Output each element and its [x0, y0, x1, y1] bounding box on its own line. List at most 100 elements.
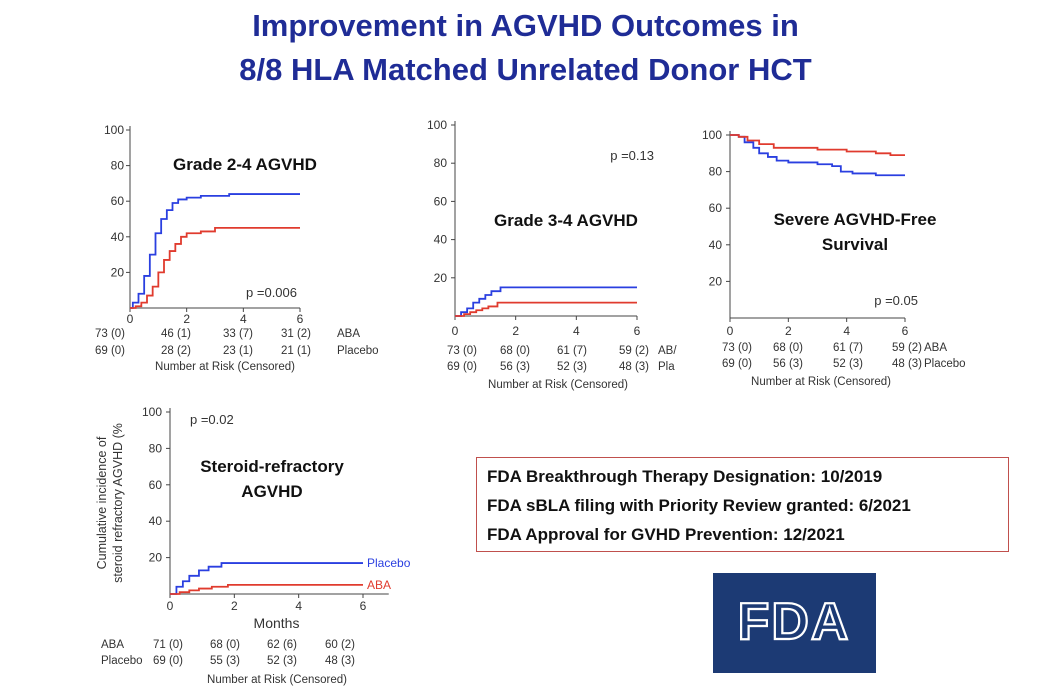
- y-tick-label: 80: [709, 165, 723, 179]
- fda-milestone-2: FDA sBLA filing with Priority Review gra…: [487, 496, 911, 515]
- risk-row-label: ABA: [101, 639, 124, 651]
- y-tick-label: 20: [434, 271, 448, 285]
- risk-cell: 61 (7): [833, 342, 863, 354]
- chart-title: Grade 2-4 AGVHD: [173, 155, 317, 174]
- p-value: p =0.05: [874, 293, 918, 308]
- y-axis-title: Cumulative incidence of: [95, 436, 109, 569]
- y-tick-label: 40: [111, 230, 125, 244]
- series-line-blue: [455, 286, 637, 317]
- risk-row-label: ABA: [337, 328, 360, 340]
- risk-cell: 28 (2): [161, 345, 191, 357]
- y-tick-label: 100: [104, 123, 124, 137]
- risk-cell: 59 (2): [619, 345, 649, 357]
- y-tick-label: 20: [111, 265, 125, 279]
- y-tick-label: 40: [149, 514, 163, 528]
- y-tick-label: 100: [427, 118, 447, 132]
- series-line-placebo: [170, 562, 363, 595]
- x-tick-label: 0: [452, 324, 459, 338]
- risk-cell: 73 (0): [447, 345, 477, 357]
- x-tick-label: 4: [573, 324, 580, 338]
- risk-cell: 69 (0): [447, 361, 477, 373]
- y-tick-label: 100: [142, 405, 162, 419]
- x-tick-label: 6: [297, 312, 304, 326]
- risk-cell: 52 (3): [267, 655, 297, 667]
- risk-cell: 69 (0): [95, 345, 125, 357]
- risk-cell: 71 (0): [153, 639, 183, 651]
- risk-cell: 73 (0): [722, 342, 752, 354]
- risk-row-label: Placebo: [101, 655, 143, 667]
- risk-table-title: Number at Risk (Censored): [207, 674, 347, 686]
- page-title-line-1: Improvement in AGVHD Outcomes in: [252, 8, 799, 43]
- risk-row-label: Placebo: [337, 345, 379, 357]
- risk-row-label: Placebo: [924, 358, 966, 370]
- risk-cell: 56 (3): [500, 361, 530, 373]
- risk-cell: 69 (0): [722, 358, 752, 370]
- series-line-aba: [170, 584, 363, 595]
- chart-title: Survival: [822, 235, 888, 254]
- fda-milestones-box: FDA Breakthrough Therapy Designation: 10…: [476, 457, 1009, 552]
- y-tick-label: 60: [111, 194, 125, 208]
- risk-cell: 48 (3): [619, 361, 649, 373]
- y-tick-label: 60: [709, 201, 723, 215]
- risk-cell: 69 (0): [153, 655, 183, 667]
- fda-milestone-3: FDA Approval for GVHD Prevention: 12/202…: [487, 525, 845, 544]
- risk-cell: 55 (3): [210, 655, 240, 667]
- x-tick-label: 6: [360, 599, 367, 613]
- fda-logo: FDA: [713, 573, 876, 673]
- x-tick-label: 4: [295, 599, 302, 613]
- y-tick-label: 100: [702, 128, 722, 142]
- y-tick-label: 80: [149, 441, 163, 455]
- y-tick-label: 20: [149, 551, 163, 565]
- x-tick-label: 0: [127, 312, 134, 326]
- x-tick-label: 4: [843, 324, 850, 338]
- fda-milestone-1: FDA Breakthrough Therapy Designation: 10…: [487, 467, 883, 486]
- x-tick-label: 2: [785, 324, 792, 338]
- risk-table-title: Number at Risk (Censored): [751, 376, 891, 388]
- risk-cell: 31 (2): [281, 328, 311, 340]
- risk-cell: 23 (1): [223, 345, 253, 357]
- page-title-line-2: 8/8 HLA Matched Unrelated Donor HCT: [239, 52, 812, 87]
- series-line-red: [130, 227, 300, 309]
- risk-cell: 48 (3): [325, 655, 355, 667]
- x-tick-label: 6: [902, 324, 909, 338]
- series-label: Placebo: [367, 556, 411, 570]
- y-tick-label: 40: [434, 233, 448, 247]
- risk-row-label: AB/: [658, 345, 677, 357]
- fda-logo-mark: FDA: [736, 592, 851, 652]
- y-tick-label: 80: [111, 159, 125, 173]
- series-line-blue: [730, 134, 905, 177]
- x-tick-label: 2: [512, 324, 519, 338]
- risk-cell: 68 (0): [210, 639, 240, 651]
- x-axis-title: Months: [254, 615, 300, 631]
- fda-logo-text: FDA: [738, 593, 851, 651]
- risk-cell: 52 (3): [557, 361, 587, 373]
- risk-table-title: Number at Risk (Censored): [488, 379, 628, 391]
- chart-title: Severe AGVHD-Free: [774, 210, 937, 229]
- risk-cell: 52 (3): [833, 358, 863, 370]
- risk-row-label: Pla: [658, 361, 675, 373]
- x-tick-label: 6: [634, 324, 641, 338]
- risk-row-label: ABA: [924, 342, 947, 354]
- x-tick-label: 4: [240, 312, 247, 326]
- y-axis-title: steroid refractory AGVHD (%: [111, 423, 125, 583]
- series-line-red: [455, 301, 637, 317]
- risk-cell: 46 (1): [161, 328, 191, 340]
- x-tick-label: 0: [167, 599, 174, 613]
- risk-cell: 68 (0): [773, 342, 803, 354]
- p-value: p =0.02: [190, 412, 234, 427]
- risk-cell: 73 (0): [95, 328, 125, 340]
- y-tick-label: 60: [149, 478, 163, 492]
- chart-title: Grade 3-4 AGVHD: [494, 211, 638, 230]
- risk-cell: 56 (3): [773, 358, 803, 370]
- y-tick-label: 60: [434, 194, 448, 208]
- chart-title: Steroid-refractory: [200, 457, 344, 476]
- series-line-red: [730, 134, 905, 157]
- p-value: p =0.006: [246, 285, 297, 300]
- risk-cell: 59 (2): [892, 342, 922, 354]
- risk-cell: 61 (7): [557, 345, 587, 357]
- p-value: p =0.13: [610, 148, 654, 163]
- x-tick-label: 0: [727, 324, 734, 338]
- risk-cell: 21 (1): [281, 345, 311, 357]
- y-tick-label: 80: [434, 156, 448, 170]
